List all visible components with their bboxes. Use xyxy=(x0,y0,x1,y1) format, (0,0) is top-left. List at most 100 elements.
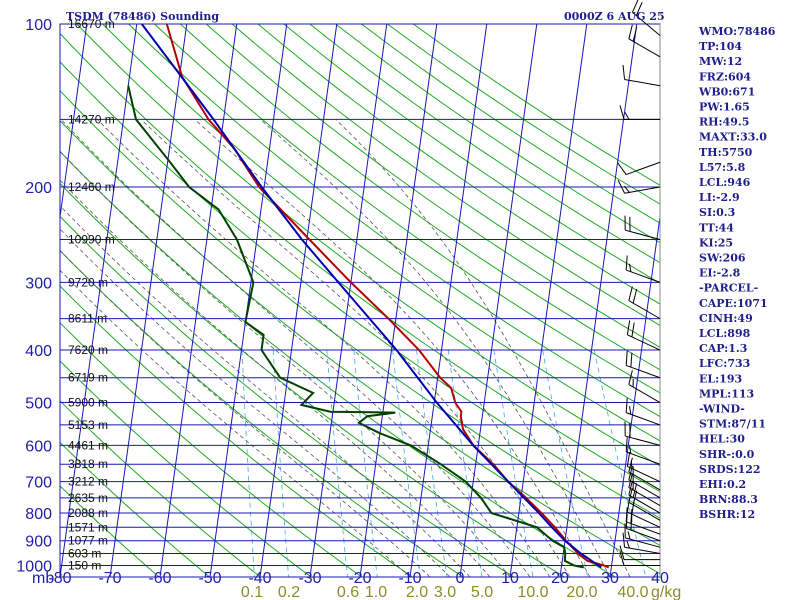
chart-title: TSDM (78486) Sounding xyxy=(66,10,219,23)
wind-barb-flag xyxy=(625,507,628,522)
wind-barb xyxy=(625,437,661,465)
dry-adiabat-line xyxy=(179,24,660,371)
wind-barb-flag xyxy=(635,2,643,16)
altitude-label: 2635 m xyxy=(68,491,108,505)
sounding-index: EHI:0.2 xyxy=(699,478,746,491)
mixing-ratio-label: 20.0 xyxy=(566,584,597,600)
mixing-ratio-label: 5.0 xyxy=(471,584,493,600)
temperature-tick-label: -40 xyxy=(248,570,271,587)
sounding-index: SI:0.3 xyxy=(699,206,735,219)
sounding-index: EL:193 xyxy=(699,372,742,385)
wind-barb xyxy=(619,105,660,120)
altitude-label: 150 m xyxy=(68,559,101,573)
wind-barb xyxy=(628,286,661,320)
wind-barb xyxy=(626,320,661,351)
mixing-ratio-line xyxy=(593,349,647,577)
sounding-index: LCL:946 xyxy=(699,176,751,189)
sounding-index: -WIND- xyxy=(699,403,745,416)
pressure-tick-label: 200 xyxy=(25,180,52,197)
sounding-index: CINH:49 xyxy=(699,312,753,325)
wind-barb-flag xyxy=(632,490,638,505)
mixing-ratio-line xyxy=(493,349,534,577)
dry-adiabat-line xyxy=(283,24,660,284)
altitude-label: 16670 m xyxy=(68,17,115,31)
sounding-index: KI:25 xyxy=(699,236,733,249)
wind-barb-flag xyxy=(626,320,631,335)
sounding-index: WB0:671 xyxy=(698,85,755,98)
wind-barb-flag xyxy=(632,27,638,42)
wind-barb-staff xyxy=(632,11,661,36)
wind-barb xyxy=(617,161,661,176)
temperature-tick-label: -60 xyxy=(148,570,171,587)
wind-barb xyxy=(626,451,661,483)
mixing-ratio-line xyxy=(326,349,348,577)
altitude-label: 1077 m xyxy=(68,534,108,548)
sounding-index: L57:5.8 xyxy=(699,161,746,174)
dry-adiabat-line xyxy=(102,24,660,442)
wind-barb-flag xyxy=(625,255,628,271)
sounding-index: STM:87/11 xyxy=(699,418,766,431)
dry-adiabat-line xyxy=(60,322,363,577)
wind-barb-flag xyxy=(617,162,627,175)
wind-barb xyxy=(624,215,661,240)
chart-datetime: 0000Z 6 AUG 25 xyxy=(564,10,665,23)
isotherm-line xyxy=(259,24,338,577)
wind-barb xyxy=(617,179,661,194)
wind-barb-staff xyxy=(627,334,661,351)
wind-barb-staff xyxy=(626,451,661,465)
wind-barb-flag xyxy=(629,445,632,454)
sounding-index: BSHR:12 xyxy=(699,508,755,521)
wind-barb-staff xyxy=(627,465,661,483)
moist-adiabat-line xyxy=(260,119,611,577)
wind-barb-flag xyxy=(619,105,625,120)
wind-barb-flag xyxy=(625,437,628,452)
sounding-index: MAXT:33.0 xyxy=(699,131,767,144)
dry-adiabat-line xyxy=(205,24,660,348)
altitude-label: 4461 m xyxy=(68,438,108,452)
dry-adiabat-line xyxy=(309,24,660,264)
wind-barb-staff xyxy=(626,412,661,426)
sounding-index: HEL:30 xyxy=(699,433,745,446)
pressure-tick-label: 300 xyxy=(25,275,52,292)
pressure-tick-label: 1000 xyxy=(16,559,52,576)
mixing-ratio-label: 0.1 xyxy=(241,584,263,600)
wind-barb-staff xyxy=(628,479,661,499)
wind-barb-staff xyxy=(626,161,661,176)
dry-adiabat-line xyxy=(231,24,660,326)
wind-barb-flag xyxy=(625,398,628,413)
sounding-index: SHR-:0.0 xyxy=(699,448,755,461)
y-unit-label: mb xyxy=(32,570,54,587)
mixing-ratio-line xyxy=(542,349,589,577)
temperature-tick-label: 30 xyxy=(601,570,619,587)
wind-barb-flag xyxy=(626,540,630,549)
dry-adiabat-line xyxy=(334,24,660,244)
wind-barb-staff xyxy=(628,38,661,58)
altitude-label: 12460 m xyxy=(68,180,115,194)
dry-adiabat-line xyxy=(153,24,660,394)
altitude-label: 9720 m xyxy=(68,275,108,289)
altitude-label: 1571 m xyxy=(68,520,108,534)
isotherm-line xyxy=(409,24,488,577)
altitude-label: 3818 m xyxy=(68,457,108,471)
mixing-ratio-label: 40.0 xyxy=(617,584,648,600)
wind-barb-flag xyxy=(628,286,633,301)
wind-barb-flag xyxy=(629,263,632,272)
dry-adiabat-line xyxy=(60,32,660,493)
dry-adiabat-line xyxy=(127,24,660,418)
sounding-index: CAPE:1071 xyxy=(699,297,768,310)
moist-adiabat-line xyxy=(60,119,531,577)
temperature-tick-label: 40 xyxy=(651,570,669,587)
wind-barb-flag xyxy=(628,370,633,385)
wind-barb xyxy=(624,523,661,548)
mixing-ratio-label: 3.0 xyxy=(434,584,456,600)
mixing-ratio-label: 0.2 xyxy=(278,584,300,600)
wind-barb xyxy=(628,457,661,491)
sounding-index: SRDS:122 xyxy=(699,463,761,476)
wind-barb-staff xyxy=(628,300,661,320)
mixing-ratio-line xyxy=(353,349,378,577)
mixing-ratio-line xyxy=(416,349,448,577)
pressure-tick-label: 600 xyxy=(25,438,52,455)
pressure-tick-label: 900 xyxy=(25,534,52,551)
mixing-ratio-label: 1.0 xyxy=(365,584,387,600)
